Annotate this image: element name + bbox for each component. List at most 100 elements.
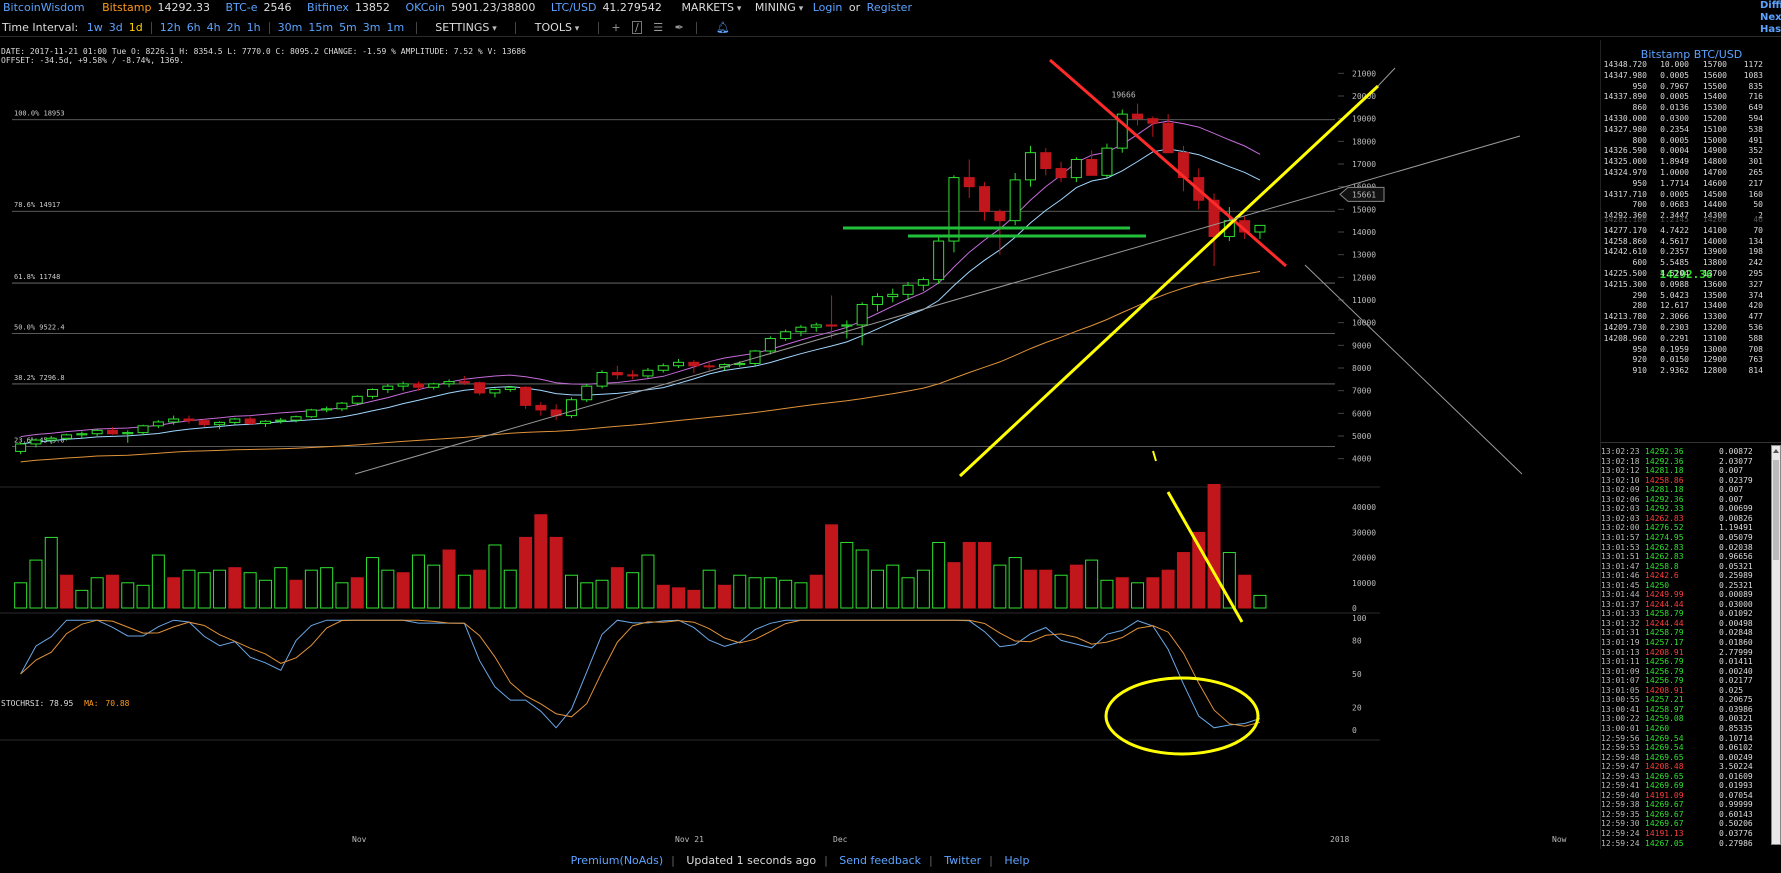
- scroll-up-icon[interactable]: [1773, 448, 1779, 454]
- orderbook-row[interactable]: 920 0.0150 12900 763: [1601, 355, 1781, 365]
- volume-bar[interactable]: [274, 567, 288, 609]
- candle[interactable]: [627, 370, 639, 380]
- orderbook-row[interactable]: 800 0.0005 15000 491: [1601, 136, 1781, 146]
- interval-12h[interactable]: 12h: [159, 21, 181, 34]
- orderbook-row[interactable]: 280 12.617 13400 420: [1601, 301, 1781, 311]
- volume-bar[interactable]: [105, 574, 119, 609]
- projection-line[interactable]: [1304, 264, 1523, 475]
- orderbook-row[interactable]: 910 2.9362 12800 814: [1601, 366, 1781, 376]
- volume-bar[interactable]: [427, 564, 441, 609]
- candle[interactable]: [1132, 103, 1144, 126]
- candle[interactable]: [902, 281, 914, 300]
- volume-bar[interactable]: [182, 569, 196, 609]
- markets-menu[interactable]: MARKETS: [681, 0, 741, 16]
- volume-bar[interactable]: [197, 572, 211, 609]
- trades-scrollbar[interactable]: [1771, 445, 1781, 845]
- volume-bar[interactable]: [1039, 569, 1053, 609]
- candle[interactable]: [382, 383, 394, 393]
- orderbook-row[interactable]: 14258.860 4.5617 14000 134: [1601, 237, 1781, 247]
- candle[interactable]: [1208, 193, 1220, 266]
- candle[interactable]: [336, 402, 348, 412]
- candle[interactable]: [76, 431, 88, 439]
- candle[interactable]: [474, 381, 486, 396]
- orderbook-row[interactable]: 700 0.0683 14400 50: [1601, 200, 1781, 210]
- candle[interactable]: [1055, 161, 1067, 183]
- long-trendline[interactable]: [354, 135, 1521, 475]
- volume-bar[interactable]: [1131, 582, 1145, 609]
- candle[interactable]: [994, 209, 1006, 255]
- volume-bar[interactable]: [29, 559, 43, 609]
- volume-bar[interactable]: [442, 549, 456, 609]
- volume-bar[interactable]: [1238, 574, 1252, 609]
- volume-bar[interactable]: [1054, 574, 1068, 609]
- volume-bar[interactable]: [672, 587, 686, 609]
- orderbook-row[interactable]: 14208.960 0.2291 13100 588: [1601, 334, 1781, 344]
- hash-label[interactable]: Hash: [1760, 24, 1781, 35]
- candle[interactable]: [229, 417, 241, 425]
- candle[interactable]: [688, 359, 700, 374]
- volume-bar[interactable]: [534, 514, 548, 609]
- volume-bar[interactable]: [870, 569, 884, 609]
- volume-bar[interactable]: [656, 584, 670, 609]
- volume-bar[interactable]: [794, 582, 808, 609]
- volume-bar[interactable]: [595, 579, 609, 609]
- volume-bar[interactable]: [549, 536, 563, 609]
- candle[interactable]: [581, 383, 593, 402]
- orderbook-row[interactable]: 14325.000 1.8949 14800 301: [1601, 157, 1781, 167]
- candle[interactable]: [1254, 224, 1266, 239]
- volume-bar[interactable]: [748, 577, 762, 609]
- candle[interactable]: [979, 182, 991, 221]
- orderbook-row[interactable]: 14326.590 0.0004 14900 352: [1601, 146, 1781, 156]
- candle[interactable]: [963, 159, 975, 198]
- orderbook-row[interactable]: 14327.980 0.2354 15100 538: [1601, 125, 1781, 135]
- candle[interactable]: [550, 404, 562, 421]
- candle[interactable]: [30, 438, 42, 448]
- market-bitfinex[interactable]: Bitfinex: [307, 1, 349, 14]
- volume-bar[interactable]: [121, 582, 135, 609]
- candle[interactable]: [1086, 150, 1098, 176]
- candle[interactable]: [611, 365, 623, 380]
- volume-bar[interactable]: [840, 541, 854, 609]
- tools-menu[interactable]: TOOLS: [535, 20, 580, 36]
- orderbook-row[interactable]: 860 0.0136 15300 649: [1601, 103, 1781, 113]
- premium-link[interactable]: Premium(NoAds): [570, 854, 664, 867]
- volume-bar[interactable]: [473, 569, 487, 609]
- scrollbar-thumb[interactable]: [1773, 460, 1779, 560]
- orderbook-row[interactable]: 14209.730 0.2303 13200 536: [1601, 323, 1781, 333]
- candle[interactable]: [152, 420, 164, 429]
- volume-bar[interactable]: [136, 584, 150, 609]
- volume-bar[interactable]: [886, 564, 900, 609]
- candle[interactable]: [290, 415, 302, 423]
- orderbook-row[interactable]: 14281.180 1.2145 14200 46: [1601, 215, 1781, 225]
- volume-bar[interactable]: [350, 577, 364, 609]
- candle[interactable]: [321, 406, 333, 413]
- interval-1d[interactable]: 1d: [128, 21, 143, 34]
- volume-bar[interactable]: [243, 572, 257, 609]
- candle[interactable]: [259, 420, 271, 427]
- orderbook-row[interactable]: 14337.890 0.0005 15400 716: [1601, 92, 1781, 102]
- candle[interactable]: [443, 379, 455, 388]
- volume-bar[interactable]: [519, 536, 533, 609]
- candle[interactable]: [520, 386, 532, 409]
- candle[interactable]: [1162, 114, 1174, 154]
- volume-bar[interactable]: [1176, 552, 1190, 609]
- orderbook-row[interactable]: 14330.000 0.0300 15200 594: [1601, 114, 1781, 124]
- volume-bar[interactable]: [213, 569, 227, 609]
- volume-bar[interactable]: [1207, 483, 1221, 609]
- candle[interactable]: [428, 382, 440, 390]
- orderbook-row[interactable]: 14225.500 4.5204 13700 295: [1601, 269, 1781, 279]
- candle[interactable]: [397, 381, 409, 391]
- volume-bar[interactable]: [1146, 577, 1160, 609]
- candle[interactable]: [275, 417, 287, 424]
- difficulty-label[interactable]: Diffi: [1760, 0, 1781, 11]
- volume-bar[interactable]: [763, 577, 777, 609]
- volume-bar[interactable]: [1161, 569, 1175, 609]
- candle[interactable]: [1009, 173, 1021, 226]
- trend-line-annotation[interactable]: [958, 84, 1380, 478]
- candle[interactable]: [1101, 143, 1113, 178]
- interval-4h[interactable]: 4h: [206, 21, 221, 34]
- crosshair-icon[interactable]: +: [611, 21, 621, 34]
- candle[interactable]: [351, 395, 363, 406]
- candle[interactable]: [565, 397, 577, 418]
- volume-bar[interactable]: [947, 562, 961, 609]
